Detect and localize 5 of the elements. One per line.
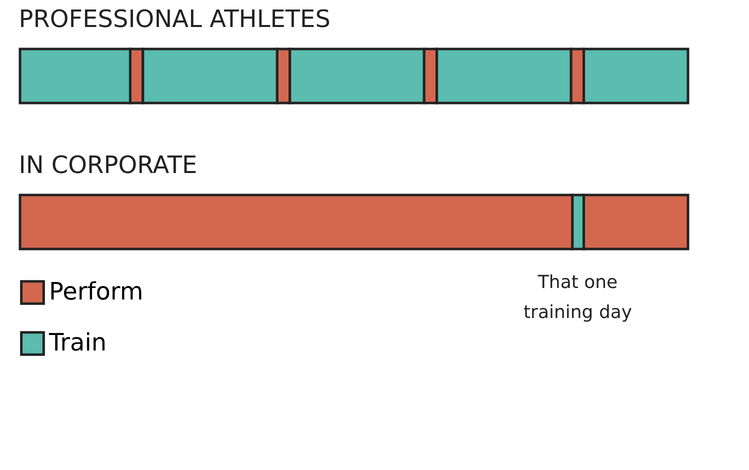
legend-label: Train	[48, 328, 107, 356]
chart-title: IN CORPORATE	[18, 151, 198, 179]
legend-label: Perform	[49, 278, 144, 306]
text: That one training day	[524, 272, 632, 323]
chart-title: PROFESSIONAL ATHLETES	[18, 5, 330, 33]
